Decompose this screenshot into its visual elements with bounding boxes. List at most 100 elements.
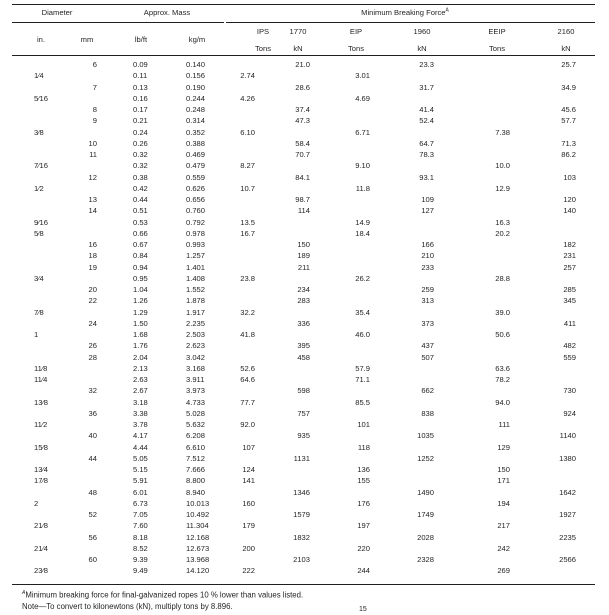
cell-lbft: 0.42 bbox=[133, 183, 148, 193]
cell-k1770: 935 bbox=[297, 431, 310, 441]
cell-k1960: 437 bbox=[421, 341, 434, 351]
cell-eeip: 150 bbox=[497, 465, 510, 474]
cell-eip: 46.0 bbox=[355, 330, 370, 339]
cell-k2160: 25.7 bbox=[561, 60, 576, 69]
cell-kgm: 1.401 bbox=[186, 262, 206, 272]
header-unit-ips: Tons bbox=[254, 44, 272, 53]
cell-ips: 52.6 bbox=[240, 363, 255, 373]
cell-in: 11⁄4 bbox=[34, 375, 48, 384]
cell-eip: 57.9 bbox=[355, 363, 370, 373]
cell-eeip: 129 bbox=[497, 442, 510, 452]
cell-eip: 101 bbox=[357, 420, 370, 429]
cell-in: 13⁄4 bbox=[34, 465, 48, 474]
header-mid-rule-left bbox=[12, 22, 224, 23]
cell-k1770: 98.7 bbox=[295, 195, 310, 204]
cell-k1960: 2328 bbox=[417, 555, 434, 564]
cell-k1770: 458 bbox=[297, 352, 310, 362]
cell-mm: 6 bbox=[92, 60, 97, 69]
cell-kgm: 12.168 bbox=[186, 532, 210, 542]
cell-lbft: 6.01 bbox=[133, 487, 148, 497]
cell-k1960: 507 bbox=[421, 352, 434, 362]
cell-in: 15⁄8 bbox=[34, 442, 48, 452]
cell-kgm: 0.792 bbox=[186, 217, 206, 227]
cell-k2160: 1140 bbox=[559, 431, 576, 441]
cell-mm: 9 bbox=[92, 116, 97, 126]
cell-kgm: 0.559 bbox=[186, 172, 206, 182]
cell-lbft: 4.44 bbox=[133, 442, 148, 452]
cell-k1770: 598 bbox=[297, 386, 310, 396]
cell-k1960: 78.3 bbox=[419, 150, 434, 159]
cell-lbft: 1.68 bbox=[133, 330, 148, 339]
cell-kgm: 0.479 bbox=[186, 161, 206, 171]
cell-lbft: 0.24 bbox=[133, 127, 148, 137]
cell-eip: 35.4 bbox=[355, 307, 370, 317]
cell-k1960: 838 bbox=[421, 408, 434, 418]
cell-in: 1⁄2 bbox=[34, 183, 44, 193]
cell-lbft: 0.21 bbox=[133, 116, 148, 126]
cell-kgm: 7.512 bbox=[186, 453, 206, 463]
cell-mm: 56 bbox=[88, 532, 97, 542]
cell-mm: 18 bbox=[88, 251, 97, 261]
cell-mm: 40 bbox=[88, 431, 97, 441]
cell-eeip: 242 bbox=[497, 543, 510, 553]
cell-eip: 14.9 bbox=[355, 217, 370, 227]
header-unit-kgm: kg/m bbox=[188, 35, 206, 44]
cell-ips: 4.26 bbox=[240, 93, 255, 103]
cell-k1960: 31.7 bbox=[419, 82, 434, 92]
header-bottom-rule bbox=[12, 55, 595, 56]
cell-mm: 8 bbox=[92, 105, 97, 114]
cell-k1770: 58.4 bbox=[295, 138, 310, 148]
cell-k1960: 259 bbox=[421, 285, 434, 294]
cell-in: 3⁄8 bbox=[34, 127, 44, 137]
header-min-breaking-force: Minimum Breaking ForceA bbox=[361, 7, 449, 17]
cell-lbft: 8.18 bbox=[133, 532, 148, 542]
header-unit-1770: kN bbox=[293, 44, 303, 53]
cell-k1770: 1346 bbox=[293, 487, 310, 497]
cell-lbft: 4.17 bbox=[133, 431, 148, 441]
header-unit-lbft: lb/ft bbox=[134, 35, 148, 44]
cell-lbft: 2.63 bbox=[133, 375, 148, 384]
cell-mm: 44 bbox=[88, 453, 97, 463]
cell-lbft: 0.09 bbox=[133, 60, 148, 69]
cell-eip: 176 bbox=[357, 498, 370, 508]
cell-in: 13⁄8 bbox=[34, 397, 48, 407]
cell-k1770: 336 bbox=[297, 318, 310, 328]
cell-k1960: 109 bbox=[421, 195, 434, 204]
cell-kgm: 1.257 bbox=[186, 251, 206, 261]
cell-kgm: 0.978 bbox=[186, 228, 206, 238]
cell-mm: 48 bbox=[88, 487, 97, 497]
cell-lbft: 3.38 bbox=[133, 408, 148, 418]
cell-in: 21⁄4 bbox=[34, 543, 48, 553]
cell-k1960: 1252 bbox=[417, 453, 434, 463]
cell-in: 5⁄16 bbox=[34, 93, 48, 103]
header-unit-2160: kN bbox=[561, 44, 571, 53]
cell-lbft: 0.17 bbox=[133, 105, 148, 114]
cell-in: 11⁄2 bbox=[34, 420, 48, 429]
cell-ips: 6.10 bbox=[240, 127, 255, 137]
cell-in: 5⁄8 bbox=[34, 228, 44, 238]
cell-k2160: 285 bbox=[563, 285, 576, 294]
cell-k2160: 345 bbox=[563, 296, 576, 306]
cell-k2160: 57.7 bbox=[561, 116, 576, 126]
cell-k1770: 21.0 bbox=[295, 60, 310, 69]
cell-k2160: 182 bbox=[563, 240, 576, 249]
cell-eeip: 171 bbox=[497, 476, 510, 486]
cell-kgm: 0.190 bbox=[186, 82, 206, 92]
cell-in: 9⁄16 bbox=[34, 217, 48, 227]
cell-kgm: 2.235 bbox=[186, 318, 206, 328]
cell-kgm: 6.208 bbox=[186, 431, 206, 441]
cell-lbft: 0.26 bbox=[133, 138, 148, 148]
cell-k2160: 1927 bbox=[559, 510, 576, 519]
cell-k1960: 2028 bbox=[417, 532, 434, 542]
cell-eip: 4.69 bbox=[355, 93, 370, 103]
cell-mm: 26 bbox=[88, 341, 97, 351]
cell-in: 2 bbox=[34, 498, 39, 508]
cell-kgm: 11.304 bbox=[186, 521, 209, 531]
cell-kgm: 0.993 bbox=[186, 240, 206, 249]
cell-eeip: 7.38 bbox=[495, 127, 510, 137]
cell-kgm: 10.013 bbox=[186, 498, 210, 508]
cell-lbft: 0.95 bbox=[133, 273, 148, 283]
cell-kgm: 3.042 bbox=[186, 352, 206, 362]
cell-in: 17⁄8 bbox=[34, 476, 48, 486]
cell-ips: 64.6 bbox=[240, 375, 255, 384]
